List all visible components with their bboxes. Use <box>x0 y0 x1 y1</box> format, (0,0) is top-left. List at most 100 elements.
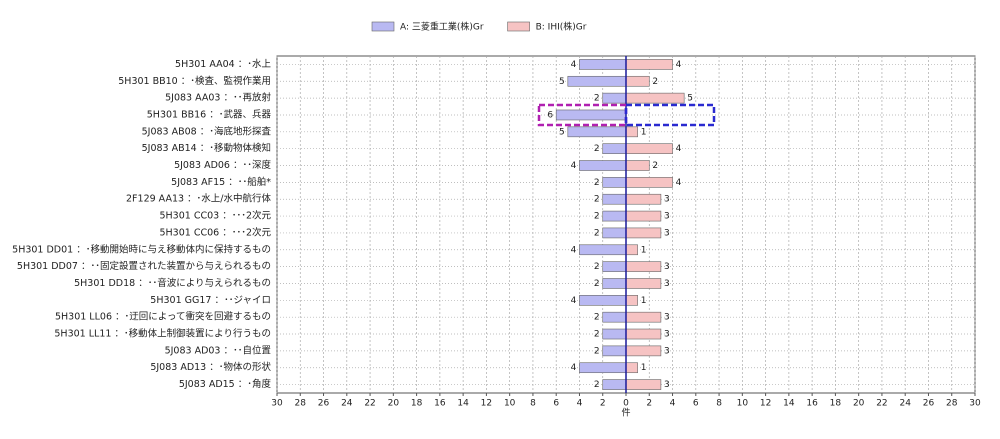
value-label: 3 <box>664 195 670 205</box>
x-tick-label: 4 <box>577 399 583 409</box>
category-label: 5H301 GG17 ：･･ジャイロ <box>150 295 271 306</box>
bar <box>625 59 673 70</box>
x-tick-label: 6 <box>693 399 699 409</box>
value-label: 5 <box>687 94 693 104</box>
value-label: 2 <box>594 144 600 154</box>
category-label: 5H301 BB10 ：･検査、監視作業用 <box>118 75 271 87</box>
category-label: 5J083 AD13 ：･物体の形状 <box>150 361 271 373</box>
value-label: 4 <box>676 178 682 188</box>
value-label: 2 <box>594 228 600 238</box>
x-tick-label: 12 <box>481 399 492 409</box>
bar <box>567 75 627 87</box>
bar <box>579 244 627 256</box>
bar <box>625 92 685 104</box>
x-tick-label: 18 <box>411 399 423 409</box>
category-label: 5J083 AD06 ：･･深度 <box>174 159 271 171</box>
value-label: 2 <box>594 380 600 390</box>
value-label: 3 <box>664 279 670 289</box>
category-label: 5J083 AB14 ：･移動物体検知 <box>142 142 271 154</box>
bar <box>567 126 627 138</box>
category-label: 5H301 CC06 ：･･･2次元 <box>159 226 271 238</box>
x-tick-label: 8 <box>716 399 722 409</box>
bar <box>625 143 673 154</box>
x-tick-label: 8 <box>530 399 536 409</box>
category-label: 2F129 AA13 ：･水上/水中航行体 <box>126 193 271 205</box>
x-tick-label: 30 <box>271 399 283 409</box>
value-label: 3 <box>664 262 670 272</box>
value-label: 1 <box>641 245 647 255</box>
category-label: 5H301 CC03 ：･･･2次元 <box>159 210 271 222</box>
x-tick-label: 26 <box>318 399 330 409</box>
category-label: 5J083 AA03 ：･･再放射 <box>165 92 271 104</box>
bar <box>625 362 638 374</box>
x-tick-label: 2 <box>646 399 652 409</box>
x-tick-label: 14 <box>783 399 795 409</box>
x-tick-label: 24 <box>899 399 911 409</box>
value-label: 4 <box>571 363 577 373</box>
value-label: 2 <box>594 94 600 104</box>
bar <box>602 210 627 222</box>
value-label: 3 <box>664 346 670 356</box>
category-label: 5J083 AD03 ：･･自位置 <box>165 344 271 356</box>
value-label: 4 <box>571 60 577 70</box>
x-tick-label: 26 <box>923 399 935 409</box>
bar <box>625 193 662 205</box>
x-tick-label: 10 <box>737 399 749 409</box>
x-tick-label: 12 <box>760 399 771 409</box>
value-label: 6 <box>547 110 553 120</box>
x-tick-label: 22 <box>364 399 375 409</box>
value-label: 2 <box>594 279 600 289</box>
x-tick-label: 22 <box>876 399 887 409</box>
category-label: 5J083 AD15 ：･角度 <box>179 378 272 390</box>
bar <box>625 210 662 222</box>
bar <box>579 295 627 306</box>
bar <box>579 59 627 70</box>
bar <box>625 295 638 306</box>
category-label: 5H301 LL06 ：･迂回によって衝突を回避するもの <box>55 311 271 323</box>
bar <box>602 227 627 239</box>
x-tick-label: 24 <box>341 399 353 409</box>
x-tick-label: 4 <box>670 399 676 409</box>
legend-swatch <box>507 21 530 32</box>
bar <box>625 75 650 87</box>
value-label: 2 <box>594 195 600 205</box>
value-label: 3 <box>664 313 670 323</box>
value-label: 2 <box>594 346 600 356</box>
category-label: 5H301 BB16 ：･武器、兵器 <box>147 108 272 120</box>
bar <box>602 143 627 154</box>
bar <box>625 311 662 323</box>
legend-label: B: IHI(株)Gr <box>536 21 587 33</box>
bar <box>602 278 627 289</box>
bar <box>602 328 627 340</box>
category-label: 5H301 AA04 ：･水上 <box>175 58 271 70</box>
bar <box>555 109 627 121</box>
x-tick-label: 16 <box>806 399 818 409</box>
value-label: 3 <box>664 380 670 390</box>
value-label: 4 <box>571 161 577 171</box>
x-tick-label: 28 <box>946 399 958 409</box>
bar <box>625 177 673 188</box>
bar <box>625 227 662 239</box>
bar <box>625 328 662 340</box>
value-label: 4 <box>571 296 577 306</box>
x-tick-label: 18 <box>830 399 842 409</box>
x-tick-label: 16 <box>434 399 446 409</box>
highlight-box-a <box>537 103 628 127</box>
bar <box>625 160 650 171</box>
bar <box>602 345 627 357</box>
value-label: 4 <box>676 60 682 70</box>
bar <box>625 261 662 272</box>
bar <box>602 311 627 323</box>
bar <box>602 261 627 272</box>
x-tick-label: 14 <box>457 399 469 409</box>
value-label: 2 <box>594 330 600 340</box>
legend-label: A: 三菱重工業(株)Gr <box>400 21 484 33</box>
x-tick-label: 28 <box>295 399 307 409</box>
bar <box>602 379 627 390</box>
bar <box>625 345 662 357</box>
x-tick-label: 10 <box>504 399 516 409</box>
bar <box>602 177 627 188</box>
bar <box>625 126 638 138</box>
x-tick-label: 20 <box>388 399 400 409</box>
